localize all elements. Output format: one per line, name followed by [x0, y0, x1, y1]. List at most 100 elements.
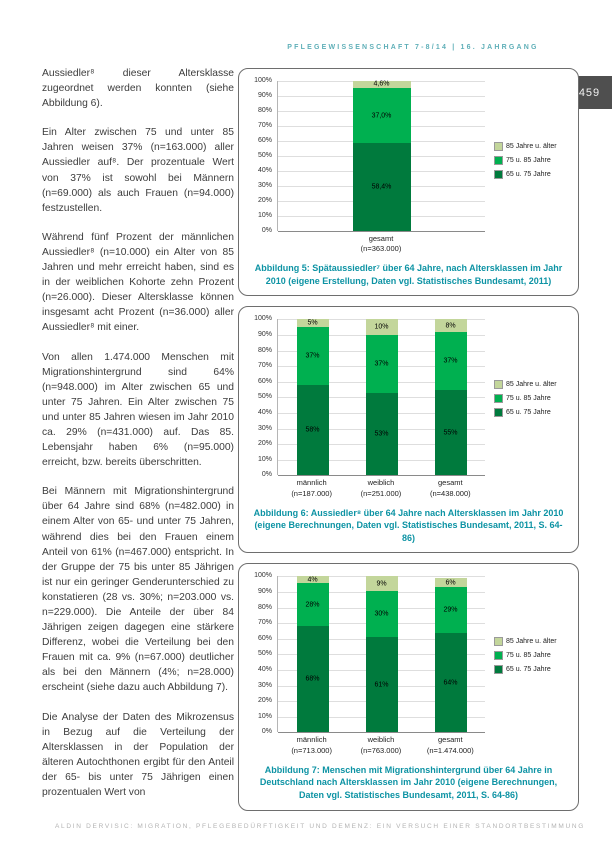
y-axis: 100% 90% 80% 70% 60% 50% 40% 30% 20% 10% 0% — [247, 77, 277, 234]
x-category-label-line: (n=713.000) — [291, 745, 332, 755]
plot-column: 4% 28% 68% 9% 30% 61% 6% 29% 64% männlich (n=713.0… — [277, 576, 485, 755]
plot-column: 4,6% 37,0% 58,4% gesamt (n=363.000) — [277, 81, 485, 254]
bar-segment-label: 37,0% — [371, 112, 392, 120]
y-axis-tick: 40% — [257, 167, 272, 174]
legend-label: 65 u. 75 Jahre — [506, 171, 551, 178]
y-axis-tick: 0% — [261, 227, 272, 234]
bar-segment: 6% — [434, 578, 467, 588]
legend-swatch — [494, 142, 503, 151]
journal-header: PFLEGEWISSENSCHAFT 7-8/14 | 16. JAHRGANG — [287, 44, 539, 51]
x-category-label-line: weiblich — [367, 478, 395, 488]
figure-caption-abbildung-7: Abbildung 7: Menschen mit Migrationshint… — [259, 764, 558, 800]
y-axis-tick: 30% — [257, 681, 272, 689]
bar-segment-label: 6% — [445, 579, 456, 587]
plot-area: 4,6% 37,0% 58,4% — [277, 81, 485, 232]
legend-swatch — [494, 170, 503, 179]
bar-segment: 64% — [434, 632, 467, 733]
legend-swatch — [494, 665, 503, 675]
legend-item: 75 u. 85 Jahre — [494, 394, 570, 404]
y-axis-tick: 0% — [261, 471, 272, 479]
stacked-bar: 10% 37% 53% — [365, 319, 398, 476]
stacked-bar-chart-abbildung-6: 100% 90% 80% 70% 60% 50% 40% 30% 20% 10% 0% 5% 37% 58… — [247, 315, 570, 498]
x-axis-labels: männlich (n=187.000) weiblich (n=251.000) ge… — [277, 478, 485, 498]
legend-label: 75 u. 85 Jahre — [506, 652, 551, 660]
bar-segment: 28% — [296, 582, 329, 627]
x-axis-labels: männlich (n=713.000) weiblich (n=763.000) ge… — [277, 735, 485, 755]
legend-label: 65 u. 75 Jahre — [506, 666, 551, 674]
y-axis-tick: 10% — [257, 712, 272, 720]
legend-item: 65 u. 75 Jahre — [494, 408, 570, 418]
stacked-bar-chart-abbildung-5: 100% 90% 80% 70% 60% 50% 40% 30% 20% 10% 0% 4,6% 37,… — [247, 77, 570, 254]
y-axis-tick: 90% — [257, 588, 272, 596]
stacked-bar-chart-abbildung-7: 100% 90% 80% 70% 60% 50% 40% 30% 20% 10% 0% 4% 28% 68… — [247, 572, 570, 755]
bar-segment: 37% — [434, 331, 467, 390]
legend-item: 75 u. 85 Jahre — [494, 156, 570, 165]
x-category-label-line: (n=763.000) — [360, 745, 402, 755]
x-category-label-line: gesamt — [368, 234, 394, 243]
y-axis-tick: 30% — [257, 424, 272, 432]
bar-segment-label: 58,4% — [371, 183, 392, 191]
bar-segment-label: 68% — [305, 675, 320, 683]
legend-swatch — [494, 156, 503, 165]
bar-segment-label: 4% — [307, 576, 318, 584]
bar-segment: 8% — [434, 319, 467, 332]
bar-segment: 5% — [296, 319, 329, 328]
y-axis-tick: 20% — [257, 697, 272, 705]
x-axis-line — [278, 732, 485, 734]
x-category-label-line: gesamt — [438, 478, 463, 488]
bar-segment: 37,0% — [352, 87, 411, 144]
legend-item: 65 u. 75 Jahre — [494, 665, 570, 675]
y-axis-tick: 100% — [254, 315, 272, 323]
y-axis-tick: 40% — [257, 409, 272, 417]
y-axis-tick: 60% — [257, 377, 272, 385]
stacked-bar: 4% 28% 68% — [296, 576, 329, 733]
bar-segment-label: 37% — [374, 360, 389, 368]
x-category-label-line: (n=438.000) — [429, 488, 471, 498]
legend-label: 85 Jahre u. älter — [506, 381, 557, 389]
y-axis-tick: 80% — [257, 346, 272, 354]
bar-segment: 4,6% — [352, 81, 411, 88]
x-axis-labels: gesamt (n=363.000) — [277, 234, 485, 254]
y-axis: 100% 90% 80% 70% 60% 50% 40% 30% 20% 10% 0% — [247, 315, 277, 478]
bar-segment: 29% — [434, 587, 467, 633]
bar-segment-label: 61% — [374, 681, 389, 689]
bar-segment: 9% — [365, 576, 398, 591]
legend-label: 75 u. 85 Jahre — [506, 395, 551, 403]
x-category-label: gesamt (n=363.000) — [326, 234, 436, 254]
bar-segment-label: 9% — [376, 580, 387, 587]
y-axis-tick: 70% — [257, 619, 272, 627]
x-category-label: gesamt (n=438.000) — [418, 478, 482, 498]
x-category-label: männlich (n=187.000) — [280, 478, 344, 498]
y-axis-tick: 60% — [257, 137, 272, 144]
stacked-bar: 6% 29% 64% — [434, 576, 467, 733]
figure-caption-abbildung-5: Abbildung 5: Spätaussiedler⁷ über 64 Jah… — [254, 263, 563, 286]
x-category-label-line: weiblich — [367, 735, 395, 745]
y-axis: 100% 90% 80% 70% 60% 50% 40% 30% 20% 10% 0% — [247, 572, 277, 735]
bar-segment-label: 55% — [443, 429, 458, 437]
bar-segment-label: 28% — [305, 601, 320, 609]
bar-segment-label: 4,6% — [373, 80, 390, 88]
x-category-label-line: (n=187.000) — [291, 488, 332, 498]
stacked-bar: 9% 30% 61% — [365, 576, 398, 733]
bar-segment-label: 58% — [305, 426, 320, 434]
legend-swatch — [494, 408, 503, 418]
y-axis-tick: 90% — [257, 92, 272, 99]
y-axis-tick: 50% — [257, 650, 272, 658]
chart-row: 100% 90% 80% 70% 60% 50% 40% 30% 20% 10% 0% 4,6% 37,… — [247, 77, 570, 254]
figure-abbildung-5: 100% 90% 80% 70% 60% 50% 40% 30% 20% 10% 0% 4,6% 37,… — [238, 68, 579, 297]
y-axis-tick: 60% — [257, 634, 272, 642]
bar-segment: 37% — [296, 327, 329, 385]
y-axis-tick: 10% — [257, 212, 272, 219]
x-category-label: weiblich (n=763.000) — [349, 735, 413, 755]
bars-container: 4% 28% 68% 9% 30% 61% 6% 29% 64% — [278, 576, 485, 733]
bar-segment: 61% — [365, 637, 398, 733]
article-paragraph: Die Analyse der Daten des Mikrozensus in… — [42, 711, 234, 799]
legend-label: 85 Jahre u. älter — [506, 638, 557, 646]
stacked-bar: 5% 37% 58% — [296, 319, 329, 476]
y-axis-tick: 100% — [254, 77, 272, 84]
article-paragraph: Ein Alter zwischen 75 und unter 85 Jahre… — [42, 127, 234, 214]
bar-segment: 4% — [296, 576, 329, 583]
y-axis-tick: 20% — [257, 197, 272, 204]
bar-segment: 58,4% — [352, 143, 411, 231]
figure-abbildung-7: 100% 90% 80% 70% 60% 50% 40% 30% 20% 10% 0% 4% 28% 68… — [238, 563, 579, 811]
